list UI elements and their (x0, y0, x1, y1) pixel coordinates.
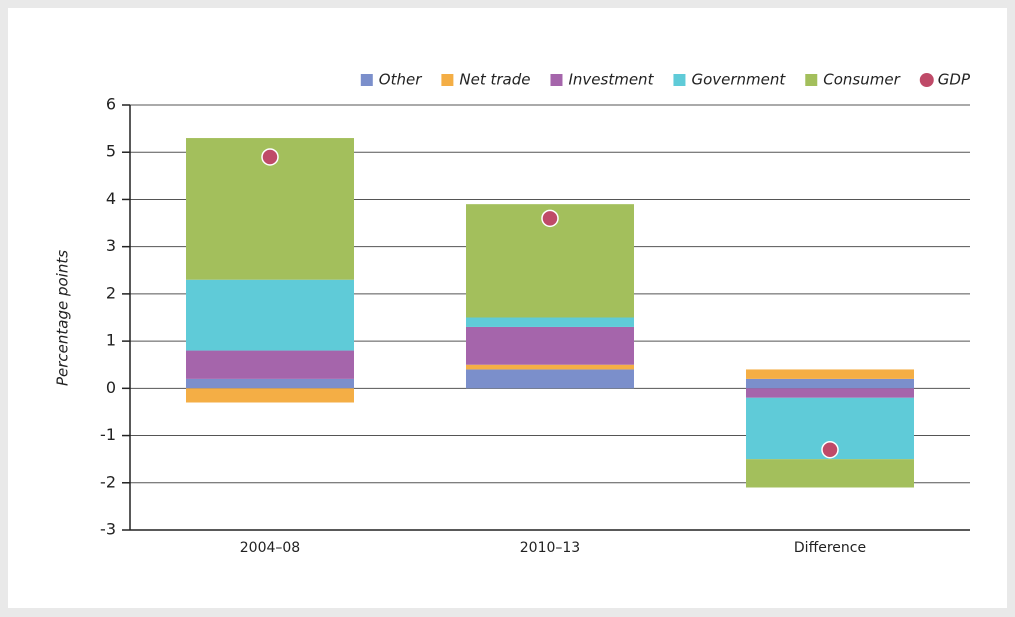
legend-label: GDP (938, 71, 971, 89)
legend-label: Government (691, 71, 786, 89)
bar-segment (466, 317, 634, 327)
legend-marker (360, 74, 373, 86)
legend-label: Other (379, 71, 422, 89)
bar-segment (466, 326, 634, 365)
x-tick-label: 2010–13 (520, 540, 580, 556)
bar-segment (746, 378, 914, 389)
legend-label: Net trade (459, 71, 530, 89)
legend-marker (919, 73, 934, 87)
bar-segment (186, 388, 354, 403)
legend-label: Consumer (823, 71, 900, 89)
gdp-point (821, 440, 839, 459)
y-tick-label: 4 (106, 189, 116, 208)
bar-segment (466, 364, 634, 370)
bar-segment (746, 459, 914, 488)
y-tick-label: -2 (100, 472, 116, 491)
legend: Other Net trade Investment Government Consum… (360, 71, 971, 89)
bar-segment (746, 388, 914, 398)
legend-label: Investment (568, 71, 654, 89)
y-tick-label: 5 (106, 142, 116, 161)
bar-segment (746, 369, 914, 379)
legend-marker (441, 74, 454, 86)
y-tick-label: 6 (106, 95, 116, 114)
y-tick-label: -1 (100, 425, 116, 444)
legend-marker (673, 74, 686, 86)
y-tick-label: 2 (106, 283, 116, 302)
x-tick-label: 2004–08 (240, 540, 300, 556)
legend-marker (805, 74, 818, 86)
legend-marker (550, 74, 563, 86)
bar-segment (186, 350, 354, 379)
bar-segment (186, 279, 354, 351)
gdp-point (541, 209, 559, 228)
y-axis-title: Percentage points (54, 250, 72, 386)
gdp-point (261, 148, 279, 166)
y-tick-label: 3 (106, 236, 116, 255)
bar-segment (186, 378, 354, 389)
x-tick-label: Difference (794, 540, 866, 556)
y-tick-label: 0 (106, 378, 116, 397)
y-tick-label: 1 (106, 331, 116, 350)
y-tick-label: -3 (100, 520, 116, 539)
bar-segment (466, 369, 634, 389)
